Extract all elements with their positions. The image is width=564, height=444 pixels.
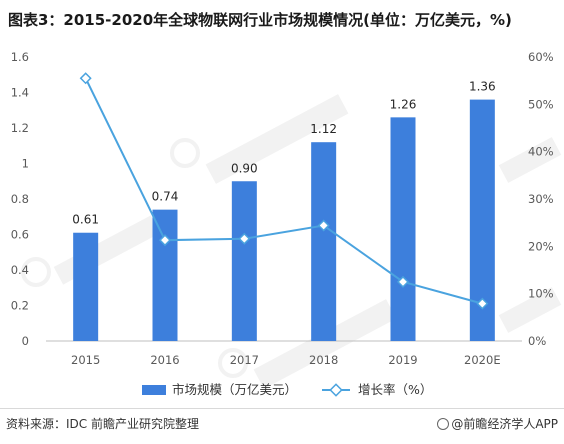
bar-value-label: 0.61: [72, 213, 99, 227]
y-left-tick-label: 1.4: [11, 86, 29, 100]
y-right-tick-label: 10%: [528, 287, 554, 301]
y-left-tick-label: 0: [22, 334, 29, 348]
y-left-tick-label: 0.8: [11, 192, 29, 206]
line-point: [238, 232, 251, 245]
legend-label-bar: 市场规模（万亿美元）: [172, 382, 297, 397]
x-tick-label: 2018: [309, 353, 338, 367]
brand-credit: @前瞻经济学人APP: [437, 415, 558, 432]
y-left-tick-label: 1.2: [11, 121, 29, 135]
y-left-tick-label: 1: [22, 157, 29, 171]
y-left-tick-label: 0.4: [11, 263, 29, 277]
y-right-tick-label: 60%: [528, 50, 554, 64]
line-point: [476, 297, 489, 310]
bar: [73, 232, 99, 341]
y-right-tick-label: 30%: [528, 192, 554, 206]
x-tick-label: 2016: [150, 353, 179, 367]
footer-divider: [0, 408, 564, 409]
bar-value-label: 0.74: [152, 190, 179, 204]
x-tick-label: 2020E: [464, 353, 501, 367]
y-left-tick-label: 0.2: [11, 299, 29, 313]
y-right-tick-label: 40%: [528, 145, 554, 159]
chart-title: 图表3：2015-2020年全球物联网行业市场规模情况(单位：万亿美元，%): [8, 11, 512, 29]
x-tick-label: 2017: [230, 353, 259, 367]
line-point: [158, 234, 172, 247]
legend: 市场规模（万亿美元） 增长率（%）: [142, 382, 432, 397]
source-note: 资料来源：IDC 前瞻产业研究院整理: [6, 417, 199, 431]
brand-logo-icon: [437, 418, 450, 430]
bar: [231, 181, 257, 341]
x-tick-label: 2015: [71, 353, 100, 367]
bar-value-label: 0.90: [231, 161, 258, 175]
bar-value-label: 1.26: [390, 97, 417, 111]
growth-rate-line: [84, 77, 483, 305]
line-point: [396, 275, 410, 288]
line-point: [317, 219, 330, 232]
legend-swatch-bar: [142, 385, 166, 395]
brand-text: @前瞻经济学人APP: [451, 417, 558, 431]
y-right-tick-label: 0%: [528, 334, 546, 348]
legend-swatch-marker: [329, 383, 343, 397]
bar-value-label: 1.12: [310, 122, 337, 136]
legend-label-line: 增长率（%）: [358, 382, 432, 397]
y-right-tick-label: 20%: [528, 239, 554, 253]
bar-value-label: 1.36: [469, 80, 496, 94]
x-tick-label: 2019: [388, 353, 417, 367]
bar: [311, 142, 337, 341]
y-left-tick-label: 1.6: [11, 50, 29, 64]
bar: [152, 209, 178, 341]
bar: [390, 117, 416, 341]
line-point: [79, 72, 92, 85]
y-left-tick-label: 0.6: [11, 228, 29, 242]
y-right-tick-label: 50%: [528, 97, 554, 111]
